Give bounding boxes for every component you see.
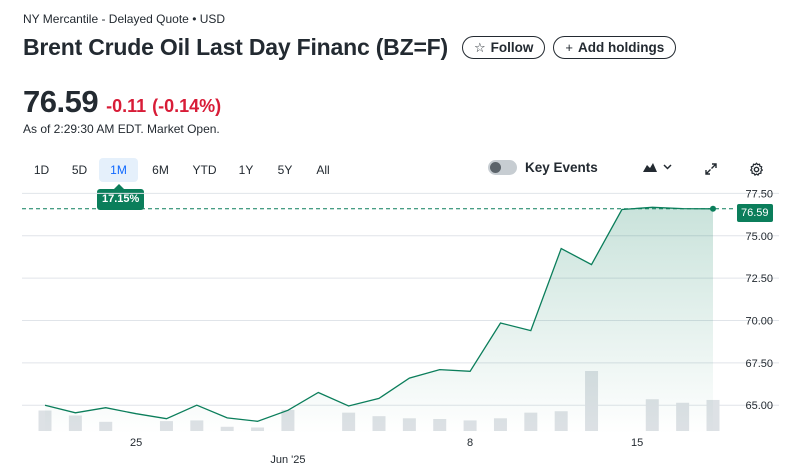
range-tab-all[interactable]: All (316, 163, 330, 177)
x-tick-label: 8 (467, 437, 473, 449)
current-price: 76.59 (23, 84, 99, 119)
range-selector: 1D 5D 1M 6M YTD 1Y 5Y All (23, 158, 342, 182)
chevron-down-icon (663, 164, 672, 170)
plus-icon: + (565, 40, 573, 55)
add-holdings-button[interactable]: + Add holdings (553, 36, 677, 59)
mountain-chart-icon (643, 163, 657, 172)
chart-type-dropdown[interactable] (643, 162, 672, 172)
x-tick-label: 15 (631, 437, 643, 449)
y-tick-label: 67.50 (745, 358, 773, 370)
price-line (44, 206, 714, 422)
y-tick-label: 70.00 (745, 315, 773, 327)
y-tick-label: 77.50 (745, 190, 773, 200)
expand-button[interactable] (702, 160, 720, 178)
y-tick-label: 65.00 (745, 400, 773, 412)
toggle-knob (490, 162, 501, 173)
star-outline-icon: ☆ (474, 39, 486, 55)
as-of-timestamp: As of 2:29:30 AM EDT. Market Open. (23, 122, 220, 136)
price-change: -0.11 (106, 96, 147, 116)
range-tab-6m[interactable]: 6M (152, 163, 169, 177)
price-area (45, 207, 713, 434)
range-tab-1m[interactable]: 1M (99, 158, 138, 182)
range-tab-1y[interactable]: 1Y (238, 163, 254, 177)
price-change-percent: (-0.14%) (152, 96, 222, 116)
expand-icon (705, 163, 717, 175)
x-tick-label: Jun '25 (270, 454, 305, 466)
follow-button[interactable]: ☆ Follow (462, 36, 546, 59)
key-events-toggle[interactable]: Key Events (488, 160, 598, 175)
follow-label: Follow (490, 40, 534, 55)
range-tab-5d[interactable]: 5D (71, 163, 88, 177)
range-tab-5y[interactable]: 5Y (277, 163, 293, 177)
page-title: Brent Crude Oil Last Day Financ (BZ=F) (23, 34, 448, 60)
x-axis: 25 Jun '25 8 15 (130, 437, 643, 466)
add-holdings-label: Add holdings (578, 40, 665, 55)
price-chart[interactable]: 77.50 75.00 72.50 70.00 67.50 65.00 25 Jun '25… (0, 190, 791, 473)
range-tab-1d[interactable]: 1D (33, 163, 50, 177)
toggle-switch[interactable] (488, 160, 517, 175)
range-tab-ytd[interactable]: YTD (192, 163, 217, 177)
range-performance-badge: 17.15% (97, 184, 145, 210)
last-price-marker (710, 205, 716, 212)
x-tick-label: 25 (130, 437, 142, 449)
last-price-label: 76.59 (737, 204, 773, 222)
title-row: Brent Crude Oil Last Day Financ (BZ=F) ☆… (23, 34, 677, 61)
exchange-line: NY Mercantile - Delayed Quote • USD (23, 12, 226, 26)
gear-icon (749, 162, 763, 176)
y-tick-label: 72.50 (745, 273, 773, 285)
quote-row: 76.59 -0.11 (-0.14%) (23, 84, 221, 120)
key-events-label: Key Events (525, 160, 598, 175)
y-tick-label: 75.00 (745, 231, 773, 243)
settings-button[interactable] (747, 160, 765, 178)
y-axis: 77.50 75.00 72.50 70.00 67.50 65.00 (745, 190, 773, 412)
